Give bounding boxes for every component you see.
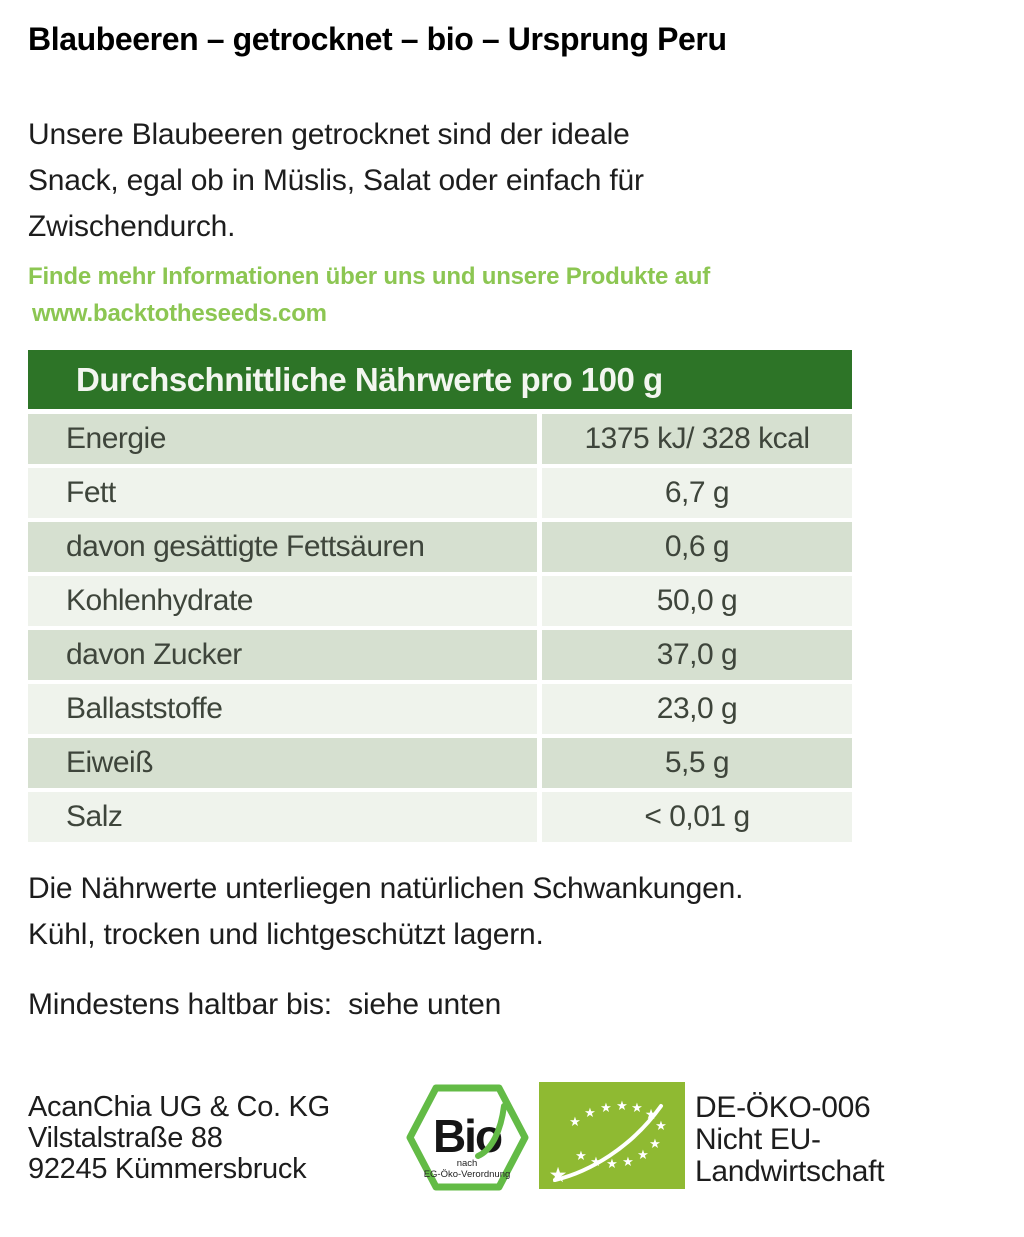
notes-line: Kühl, trocken und lichtgeschützt lagern. <box>28 918 544 951</box>
company-line: AcanChia UG & Co. KG <box>28 1091 330 1123</box>
bio-seal-hexagon-icon: Bio nach EG-Öko-Verordnung <box>406 1084 529 1191</box>
star-glyph: ★ <box>645 1107 658 1123</box>
nutrient-label: Fett <box>28 468 537 518</box>
promo-line: Finde mehr Informationen über uns und un… <box>28 263 710 290</box>
footer: AcanChia UG & Co. KG Vilstalstraße 88 92… <box>28 1082 996 1193</box>
bio-seal-subtext: EG-Öko-Verordnung <box>424 1169 511 1180</box>
star-glyph: ★ <box>649 1137 661 1152</box>
nutrient-label: Kohlenhydrate <box>28 576 537 626</box>
table-row: davon gesättigte Fettsäuren 0,6 g <box>28 522 852 572</box>
nutrient-label: Eiweiß <box>28 738 537 788</box>
description-line: Zwischendurch. <box>28 210 236 243</box>
nutrient-value: 50,0 g <box>542 576 852 626</box>
table-row: Eiweiß 5,5 g <box>28 738 852 788</box>
nutrition-table-rows: Energie 1375 kJ/ 328 kcal Fett 6,7 g dav… <box>28 414 852 842</box>
star-glyph: ★ <box>637 1148 649 1163</box>
company-address: AcanChia UG & Co. KG Vilstalstraße 88 92… <box>28 1092 404 1185</box>
certification-text: DE-ÖKO-006 Nicht EU- Landwirtschaft <box>695 1091 885 1188</box>
eu-organic-leaf-icon: ★ ★ ★ ★ ★ ★ ★ ★ ★ ★ ★ ★ ★ ★ <box>539 1082 685 1189</box>
company-line: 92245 Kümmersbruck <box>28 1153 307 1185</box>
table-row: Fett 6,7 g <box>28 468 852 518</box>
nutrient-value: 0,6 g <box>542 522 852 572</box>
cert-line: Nicht EU- <box>695 1123 821 1156</box>
bio-seal-subtext: nach <box>457 1158 478 1169</box>
cert-line: DE-ÖKO-006 <box>695 1091 871 1124</box>
nutrient-value: 37,0 g <box>542 630 852 680</box>
star-glyph: ★ <box>590 1155 602 1170</box>
nutrient-label: davon gesättigte Fettsäuren <box>28 522 537 572</box>
notes-line: Die Nährwerte unterliegen natürlichen Sc… <box>28 872 744 905</box>
star-glyph: ★ <box>622 1155 634 1170</box>
description-line: Snack, egal ob in Müslis, Salat oder ein… <box>28 164 644 197</box>
star-glyph: ★ <box>569 1115 581 1130</box>
promo-text: Finde mehr Informationen über uns und un… <box>28 258 996 332</box>
nutrient-value: 1375 kJ/ 328 kcal <box>542 414 852 464</box>
star-glyph: ★ <box>606 1157 618 1172</box>
nutrient-label: Energie <box>28 414 537 464</box>
label-page: Blaubeeren – getrocknet – bio – Ursprung… <box>0 20 1024 1193</box>
nutrient-label: Ballaststoffe <box>28 684 537 734</box>
nutrient-label: Salz <box>28 792 537 842</box>
star-glyph: ★ <box>600 1101 612 1116</box>
star-glyph: ★ <box>575 1149 587 1164</box>
table-row: Ballaststoffe 23,0 g <box>28 684 852 734</box>
star-glyph: ★ <box>631 1101 643 1116</box>
table-row: davon Zucker 37,0 g <box>28 630 852 680</box>
cert-line: Landwirtschaft <box>695 1155 885 1188</box>
bio-seal-text: Bio <box>433 1110 502 1162</box>
nutrient-label: davon Zucker <box>28 630 537 680</box>
leaf-stem-line <box>553 1104 663 1182</box>
nutrient-value: 5,5 g <box>542 738 852 788</box>
product-title: Blaubeeren – getrocknet – bio – Ursprung… <box>28 21 727 57</box>
star-glyph: ★ <box>584 1106 596 1121</box>
nutrient-value: < 0,01 g <box>542 792 852 842</box>
star-glyph: ★ <box>616 1099 628 1114</box>
best-before-text: Mindestens haltbar bis: siehe unten <box>28 988 502 1021</box>
product-description: Unsere Blaubeeren getrocknet sind der id… <box>28 112 996 250</box>
table-row: Kohlenhydrate 50,0 g <box>28 576 852 626</box>
company-line: Vilstalstraße 88 <box>28 1122 223 1154</box>
nutrient-value: 23,0 g <box>542 684 852 734</box>
star-glyph: ★ <box>549 1163 568 1187</box>
website-url: www.backtotheseeds.com <box>32 300 327 327</box>
star-glyph: ★ <box>655 1119 667 1134</box>
table-row: Salz < 0,01 g <box>28 792 852 842</box>
nutrition-table-header: Durchschnittliche Nährwerte pro 100 g <box>28 350 852 409</box>
nutrient-value: 6,7 g <box>542 468 852 518</box>
storage-notes: Die Nährwerte unterliegen natürlichen Sc… <box>28 866 996 958</box>
description-line: Unsere Blaubeeren getrocknet sind der id… <box>28 118 630 151</box>
bio-leaf-swoosh <box>475 1103 507 1159</box>
nutrition-table: Durchschnittliche Nährwerte pro 100 g En… <box>28 350 852 842</box>
table-row: Energie 1375 kJ/ 328 kcal <box>28 414 852 464</box>
